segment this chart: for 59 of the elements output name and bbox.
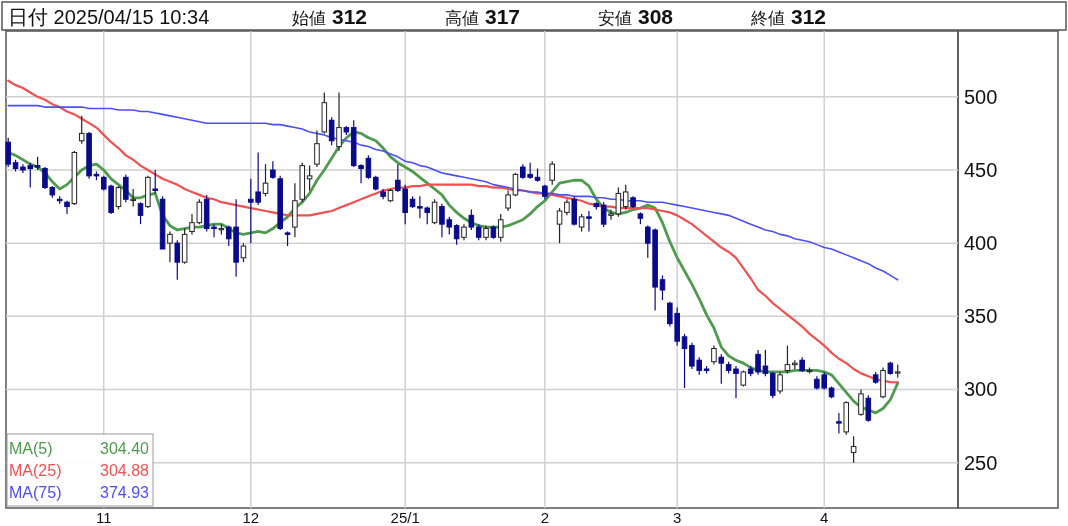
y-tick-label: 250 bbox=[964, 451, 998, 474]
candlestick bbox=[711, 344, 717, 366]
candlestick bbox=[5, 137, 11, 168]
candlestick bbox=[468, 208, 475, 231]
x-tick-label: 11 bbox=[95, 509, 112, 526]
candlestick bbox=[622, 184, 629, 211]
candlestick bbox=[836, 412, 842, 434]
candlestick bbox=[505, 189, 511, 212]
candlestick bbox=[556, 207, 563, 244]
text: MA(75) bbox=[9, 484, 62, 501]
candlestick bbox=[262, 163, 269, 197]
y-tick-label: 400 bbox=[964, 232, 998, 255]
candlestick bbox=[431, 198, 438, 225]
candlestick bbox=[858, 388, 864, 417]
x-tick-label: 25/1 bbox=[390, 509, 420, 526]
candlestick bbox=[174, 239, 181, 281]
candlestick bbox=[328, 116, 335, 146]
candlestick bbox=[681, 333, 688, 389]
candlestick bbox=[865, 394, 872, 423]
candlestick bbox=[78, 115, 85, 145]
x-tick-label: 12 bbox=[242, 509, 260, 526]
candlestick bbox=[167, 230, 173, 263]
candlestick bbox=[784, 344, 791, 374]
candlestick bbox=[336, 91, 342, 152]
candlestick bbox=[314, 129, 320, 168]
x-tick-label: 3 bbox=[673, 509, 682, 526]
candlestick bbox=[769, 371, 776, 399]
x-tick-label: 2 bbox=[540, 509, 550, 526]
candlestick bbox=[123, 173, 129, 203]
text: 終値 312 bbox=[750, 5, 827, 28]
candlestick bbox=[850, 435, 857, 464]
candlestick bbox=[549, 160, 555, 186]
candlestick bbox=[64, 200, 70, 215]
annotation: 304.40 bbox=[100, 440, 150, 457]
candlestick bbox=[718, 353, 725, 385]
candlestick bbox=[586, 210, 592, 233]
text: 安値 308 bbox=[598, 5, 674, 28]
candlestick bbox=[152, 169, 159, 195]
annotation: 304.88 bbox=[100, 462, 150, 479]
x-tick-label: 4 bbox=[820, 509, 829, 526]
text: 始値 312 bbox=[292, 5, 368, 28]
y-tick-label: 500 bbox=[964, 85, 998, 108]
candlestick bbox=[600, 201, 607, 228]
text: 高値 317 bbox=[445, 5, 521, 28]
y-tick-label: 300 bbox=[964, 378, 998, 401]
candlestick bbox=[137, 201, 144, 225]
text: MA(25) bbox=[9, 462, 62, 479]
y-tick-label: 450 bbox=[964, 159, 998, 181]
candlestick bbox=[306, 165, 313, 192]
candlestick bbox=[115, 185, 122, 211]
annotation: 374.93 bbox=[100, 484, 150, 501]
text: MA(5) bbox=[9, 440, 53, 457]
candlestick bbox=[453, 223, 460, 246]
y-tick-label: 350 bbox=[964, 305, 998, 328]
chart-title: 日付 2025/04/15 10:34 bbox=[8, 6, 210, 28]
candlestick bbox=[777, 371, 783, 395]
candlestick bbox=[240, 242, 247, 263]
candlestick bbox=[659, 274, 666, 301]
candlestick bbox=[497, 213, 504, 243]
